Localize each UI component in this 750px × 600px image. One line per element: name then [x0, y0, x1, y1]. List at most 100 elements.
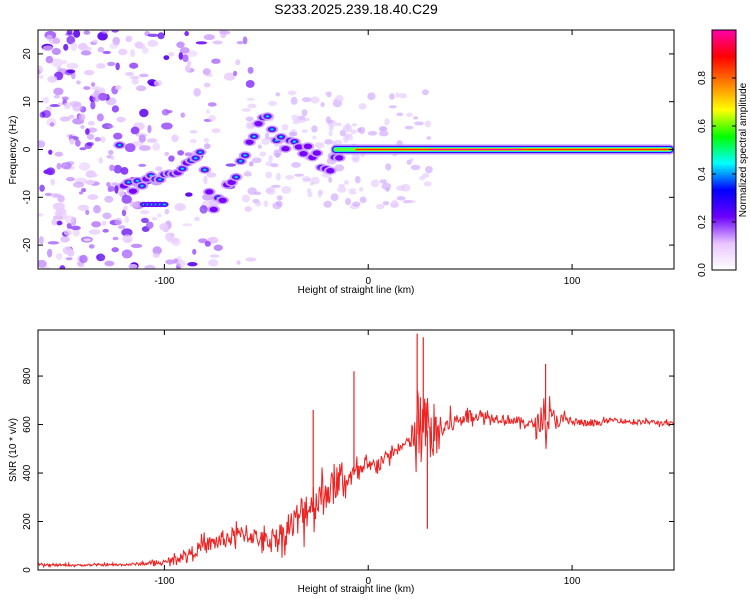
spectrogram-noise-blob	[39, 184, 45, 192]
spectrogram-noise-blob	[385, 163, 392, 171]
spectrogram-noise-blob	[114, 217, 123, 226]
snr-x-axis-label: Height of straight line (km)	[298, 584, 415, 595]
spectrogram-noise-blob	[111, 182, 119, 186]
spectrogram-noise-blob	[77, 42, 88, 51]
spectrogram-noise-blob	[395, 92, 400, 98]
snr-y-axis-label: SNR (10 * v/v)	[8, 418, 19, 482]
spectrogram-noise-blob	[147, 40, 159, 47]
spectrogram-noise-blob	[413, 116, 419, 120]
spectrogram-noise-blob	[112, 236, 119, 241]
spectrogram-noise-blob	[244, 170, 251, 175]
spectrogram-noise-blob	[246, 97, 255, 101]
spectrogram-noise-blob	[184, 64, 191, 72]
spectrogram-noise-blob	[407, 200, 416, 204]
spectrogram-noise-blob	[223, 72, 236, 81]
spectrogram-noise-blob	[325, 116, 332, 124]
spectrogram-noise-blob	[66, 62, 79, 69]
spectrogram-noise-blob	[123, 205, 128, 211]
spectrogram-noise-blob	[130, 243, 143, 249]
colorbar-ticks: 0.0 0.2 0.4 0.6 0.8	[697, 71, 736, 277]
spectrogram-noise-blob	[42, 45, 54, 52]
spectrogram-noise-blob	[270, 163, 279, 168]
spectrogram-noise-blob	[97, 46, 105, 53]
spectrogram-noise-blob	[204, 240, 211, 247]
spectrogram-noise-blob	[187, 262, 198, 267]
spectrogram-noise-blob	[176, 259, 186, 268]
spectrogram-noise-blob	[153, 80, 163, 87]
spectrogram-noise-blob	[117, 225, 126, 230]
spectrogram-noise-blob	[352, 201, 361, 207]
spectrogram-noise-blob	[212, 40, 223, 45]
spectrogram-noise-blob	[263, 200, 269, 207]
spectrogram-noise-blob	[163, 55, 170, 61]
spectrogram-noise-blob	[139, 108, 149, 118]
spectrogram-noise-blob	[66, 69, 76, 74]
spectrogram-noise-blob	[324, 91, 332, 95]
snr-y-tick-label: 800	[22, 367, 33, 384]
spectrogram-noise-blob	[69, 138, 75, 145]
spectrogram-ridge-blob	[294, 144, 304, 150]
spectrogram-noise-blob	[187, 50, 198, 58]
spectrogram-noise-blob	[424, 120, 432, 128]
spectrogram-noise-blob	[38, 140, 46, 148]
spectrogram-noise-blob	[88, 244, 95, 249]
spectrogram-noise-blob	[337, 186, 347, 193]
spectrogram-ridge-blob	[254, 120, 263, 127]
spectrogram-noise-blob	[50, 178, 55, 186]
spectrogram-noise-blob	[261, 137, 270, 145]
colorbar-tick-label: 0.4	[697, 167, 708, 181]
snr-y-ticks: 0 200 400 600 800	[22, 367, 674, 573]
spectrogram-noise-blob	[61, 96, 69, 101]
spectrogram-noise-blob	[367, 130, 378, 136]
spectrogram-noise-blob	[358, 103, 367, 110]
figure-title: S233.2025.239.18.40.C29	[274, 1, 438, 17]
spectrogram-noise-blob	[109, 164, 115, 172]
spectrogram-noise-blob	[330, 193, 339, 202]
spectrogram-noise-blob	[85, 128, 90, 135]
spectrogram-noise-blob	[90, 101, 96, 110]
spectrogram-noise-blob	[152, 142, 161, 151]
spectrogram-noise-blob	[145, 221, 154, 229]
spectrogram-noise-blob	[91, 221, 102, 228]
spectrogram-noise-blob	[189, 139, 197, 144]
spectrogram-noise-blob	[135, 44, 143, 49]
spectrogram-noise-blob	[275, 92, 281, 97]
spectrogram-noise-blob	[87, 127, 98, 133]
spectrogram-noise-blob	[334, 95, 344, 103]
spectrogram-noise-blob	[192, 248, 197, 255]
spectrogram-ridge-blob	[140, 184, 144, 187]
spectrogram-noise-blob	[48, 149, 53, 155]
spectrogram-noise-blob	[410, 164, 421, 171]
spectrogram-noise-blob	[312, 135, 317, 140]
spectrogram-ridge-blob	[158, 178, 162, 181]
spectrogram-noise-blob	[121, 249, 133, 259]
spectrogram-ridge-blob	[303, 143, 313, 150]
spectrogram-noise-blob	[294, 173, 304, 177]
spectrogram-noise-blob	[390, 199, 399, 208]
spectrogram-noise-blob	[379, 126, 388, 132]
spectrogram-noise-blob	[54, 151, 64, 157]
spectrogram-noise-blob	[245, 116, 254, 122]
spectrogram-noise-blob	[64, 215, 75, 224]
spectrogram-noise-blob	[124, 215, 130, 224]
spectrogram-noise-blob	[155, 166, 163, 172]
snr-x-tick-label: -100	[154, 576, 174, 587]
spectrogram-noise-blob	[350, 129, 357, 135]
spectrogram-ridge-blob	[299, 151, 308, 157]
spectrogram-noise-blob	[96, 63, 106, 69]
spectrogram-noise-blob	[98, 157, 104, 164]
spectrogram-noise-blob	[92, 39, 98, 44]
spectrogram-noise-blob	[72, 181, 85, 188]
spectrogram-noise-blob	[49, 104, 61, 108]
spectrogram-noise-blob	[398, 93, 407, 99]
spectrogram-noise-blob	[266, 187, 276, 195]
spectrogram-ridge-blob	[239, 160, 243, 163]
spectrogram-noise-blob	[147, 124, 152, 134]
spectrogram-noise-blob	[138, 134, 146, 143]
spectrogram-noise-blob	[296, 116, 306, 124]
spectrogram-ridge-blob	[180, 167, 184, 170]
colorbar-tick-label: 0.8	[697, 71, 708, 85]
spectrogram-noise-blob	[359, 196, 367, 204]
spectrogram-noise-blob	[72, 102, 83, 112]
colorbar: 0.0 0.2 0.4 0.6 0.8 Normalized spectral ampl…	[697, 29, 749, 277]
